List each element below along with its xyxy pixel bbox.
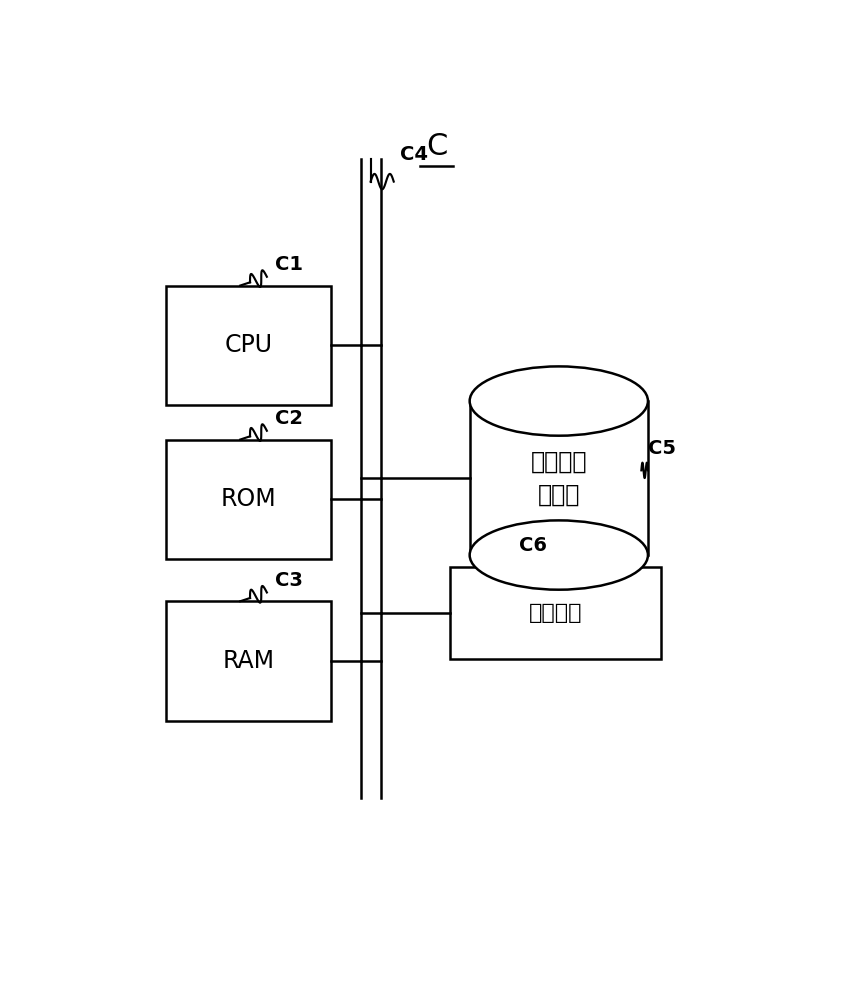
- Text: CPU: CPU: [224, 333, 273, 357]
- Bar: [166, 286, 331, 405]
- Bar: [166, 601, 331, 721]
- Text: 网络接口: 网络接口: [529, 603, 582, 623]
- Text: RAM: RAM: [222, 649, 274, 673]
- Bar: [166, 440, 331, 559]
- Text: C2: C2: [275, 409, 302, 428]
- Text: ROM: ROM: [221, 487, 276, 511]
- Text: 非易失性
存储器: 非易失性 存储器: [531, 449, 587, 507]
- Text: C: C: [426, 132, 447, 161]
- Text: C4: C4: [400, 145, 429, 164]
- Ellipse shape: [469, 366, 648, 436]
- Bar: [450, 567, 661, 659]
- Text: C1: C1: [275, 255, 302, 274]
- Text: C6: C6: [519, 536, 547, 555]
- Text: C3: C3: [275, 571, 302, 590]
- Ellipse shape: [469, 520, 648, 590]
- Text: C5: C5: [648, 439, 676, 458]
